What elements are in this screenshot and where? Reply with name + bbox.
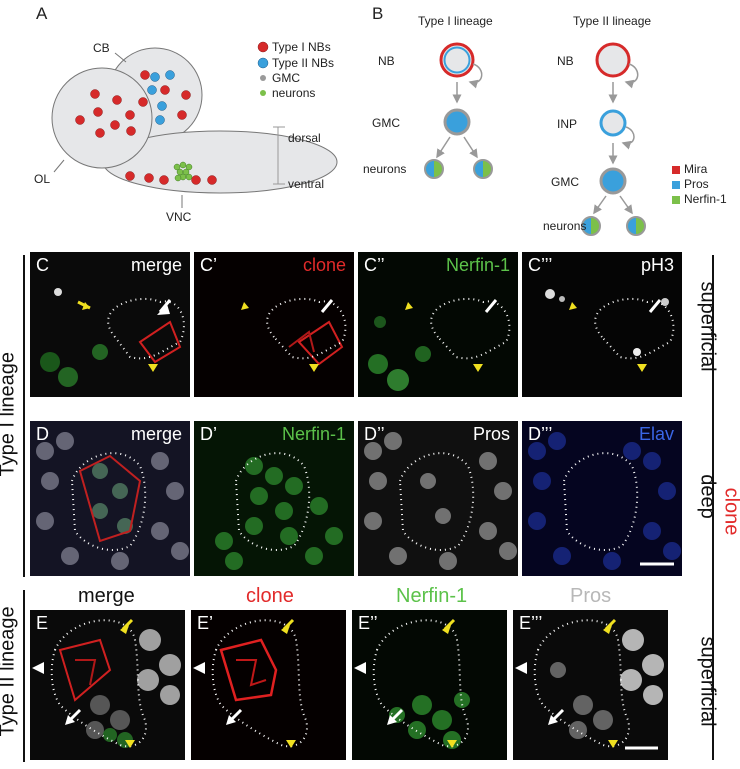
legend-nerfin1: Nerfin-1 xyxy=(684,192,727,206)
t2-neurons-label: neurons xyxy=(543,219,587,233)
channel-label: Pros xyxy=(472,424,510,444)
panel-tag: E’ xyxy=(197,613,214,633)
panel-tag: C xyxy=(36,255,49,275)
panel-tag: E’’’ xyxy=(519,613,543,633)
channel-label: Elav xyxy=(638,424,674,444)
t1-neurons-label: neurons xyxy=(363,162,407,176)
panel-tag: E’’ xyxy=(358,613,378,633)
legend-mira: Mira xyxy=(684,162,708,176)
channel-label: pH3 xyxy=(640,255,674,275)
panel-d-nerfin1: D’ Nerfin-1 xyxy=(194,421,354,576)
panel-d-elav: D’’’ Elav xyxy=(522,421,682,576)
lineage-diagram xyxy=(424,42,680,236)
e-nerfin1-label: Nerfin-1 xyxy=(396,585,468,607)
type2-bracket xyxy=(23,590,25,762)
t2-nb-label: NB xyxy=(557,54,574,68)
panel-e-clone: E’ xyxy=(191,610,346,760)
dorsal-label: dorsal xyxy=(288,131,321,145)
panel-a-letter: A xyxy=(36,4,48,23)
panel-c-ph3: C’’’ pH3 xyxy=(522,252,682,397)
type1-lineage-label: Type I lineage xyxy=(0,351,19,477)
panel-tag: E xyxy=(36,613,49,633)
ol-label: OL xyxy=(34,172,51,186)
deep-label: deep xyxy=(696,474,719,519)
type1-bracket xyxy=(23,255,25,577)
panel-b-letter: B xyxy=(372,4,384,23)
vnc-label: VNC xyxy=(166,210,192,224)
t2-inp-label: INP xyxy=(557,117,578,131)
brain-schematic xyxy=(51,41,338,208)
legend-type2: Type II NBs xyxy=(272,56,335,70)
right-bracket xyxy=(712,255,714,760)
ventral-label: ventral xyxy=(288,177,325,191)
panel-c-clone: C’ clone xyxy=(194,252,354,397)
t2-gmc-label: GMC xyxy=(551,175,579,189)
panel-e-pros: E’’’ xyxy=(513,610,668,760)
panel-e-merge: E xyxy=(30,610,185,760)
e-merge-label: merge xyxy=(78,585,135,607)
channel-label: clone xyxy=(302,255,346,275)
panel-tag: C’’’ xyxy=(528,255,553,275)
legend-neurons: neurons xyxy=(272,86,316,100)
t1-gmc-label: GMC xyxy=(372,116,400,130)
channel-label: Nerfin-1 xyxy=(445,255,510,275)
t1-nb-label: NB xyxy=(378,54,395,68)
channel-label: merge xyxy=(130,255,182,275)
channel-label: merge xyxy=(130,424,182,444)
panel-d-merge: D merge xyxy=(30,421,190,576)
type2-lineage-title: Type II lineage xyxy=(573,14,652,28)
superficial-label-top: superficial xyxy=(696,281,719,372)
clone-side-label: clone xyxy=(720,487,740,536)
panel-tag: D’’ xyxy=(364,424,385,444)
channel-label: Nerfin-1 xyxy=(281,424,346,444)
legend-gmc: GMC xyxy=(272,71,300,85)
superficial-label-bottom: superficial xyxy=(696,636,719,727)
panel-tag: D xyxy=(36,424,49,444)
panel-tag: C’ xyxy=(200,255,217,275)
cb-label: CB xyxy=(93,41,110,55)
type2-lineage-label: Type II lineage xyxy=(0,606,19,737)
legend-type1: Type I NBs xyxy=(272,40,331,54)
type1-lineage-title: Type I lineage xyxy=(418,14,493,28)
panel-tag: C’’ xyxy=(364,255,385,275)
e-pros-label: Pros xyxy=(570,585,612,607)
panel-c-merge: C merge xyxy=(30,252,190,397)
panel-tag: D’ xyxy=(200,424,217,444)
panel-e-nerfin1: E’’ xyxy=(352,610,507,760)
panel-c-nerfin1: C’’ Nerfin-1 xyxy=(358,252,518,397)
panel-tag: D’’’ xyxy=(528,424,553,444)
e-clone-label: clone xyxy=(246,585,294,607)
legend-pros: Pros xyxy=(684,177,709,191)
panel-d-pros: D’’ Pros xyxy=(358,421,518,576)
